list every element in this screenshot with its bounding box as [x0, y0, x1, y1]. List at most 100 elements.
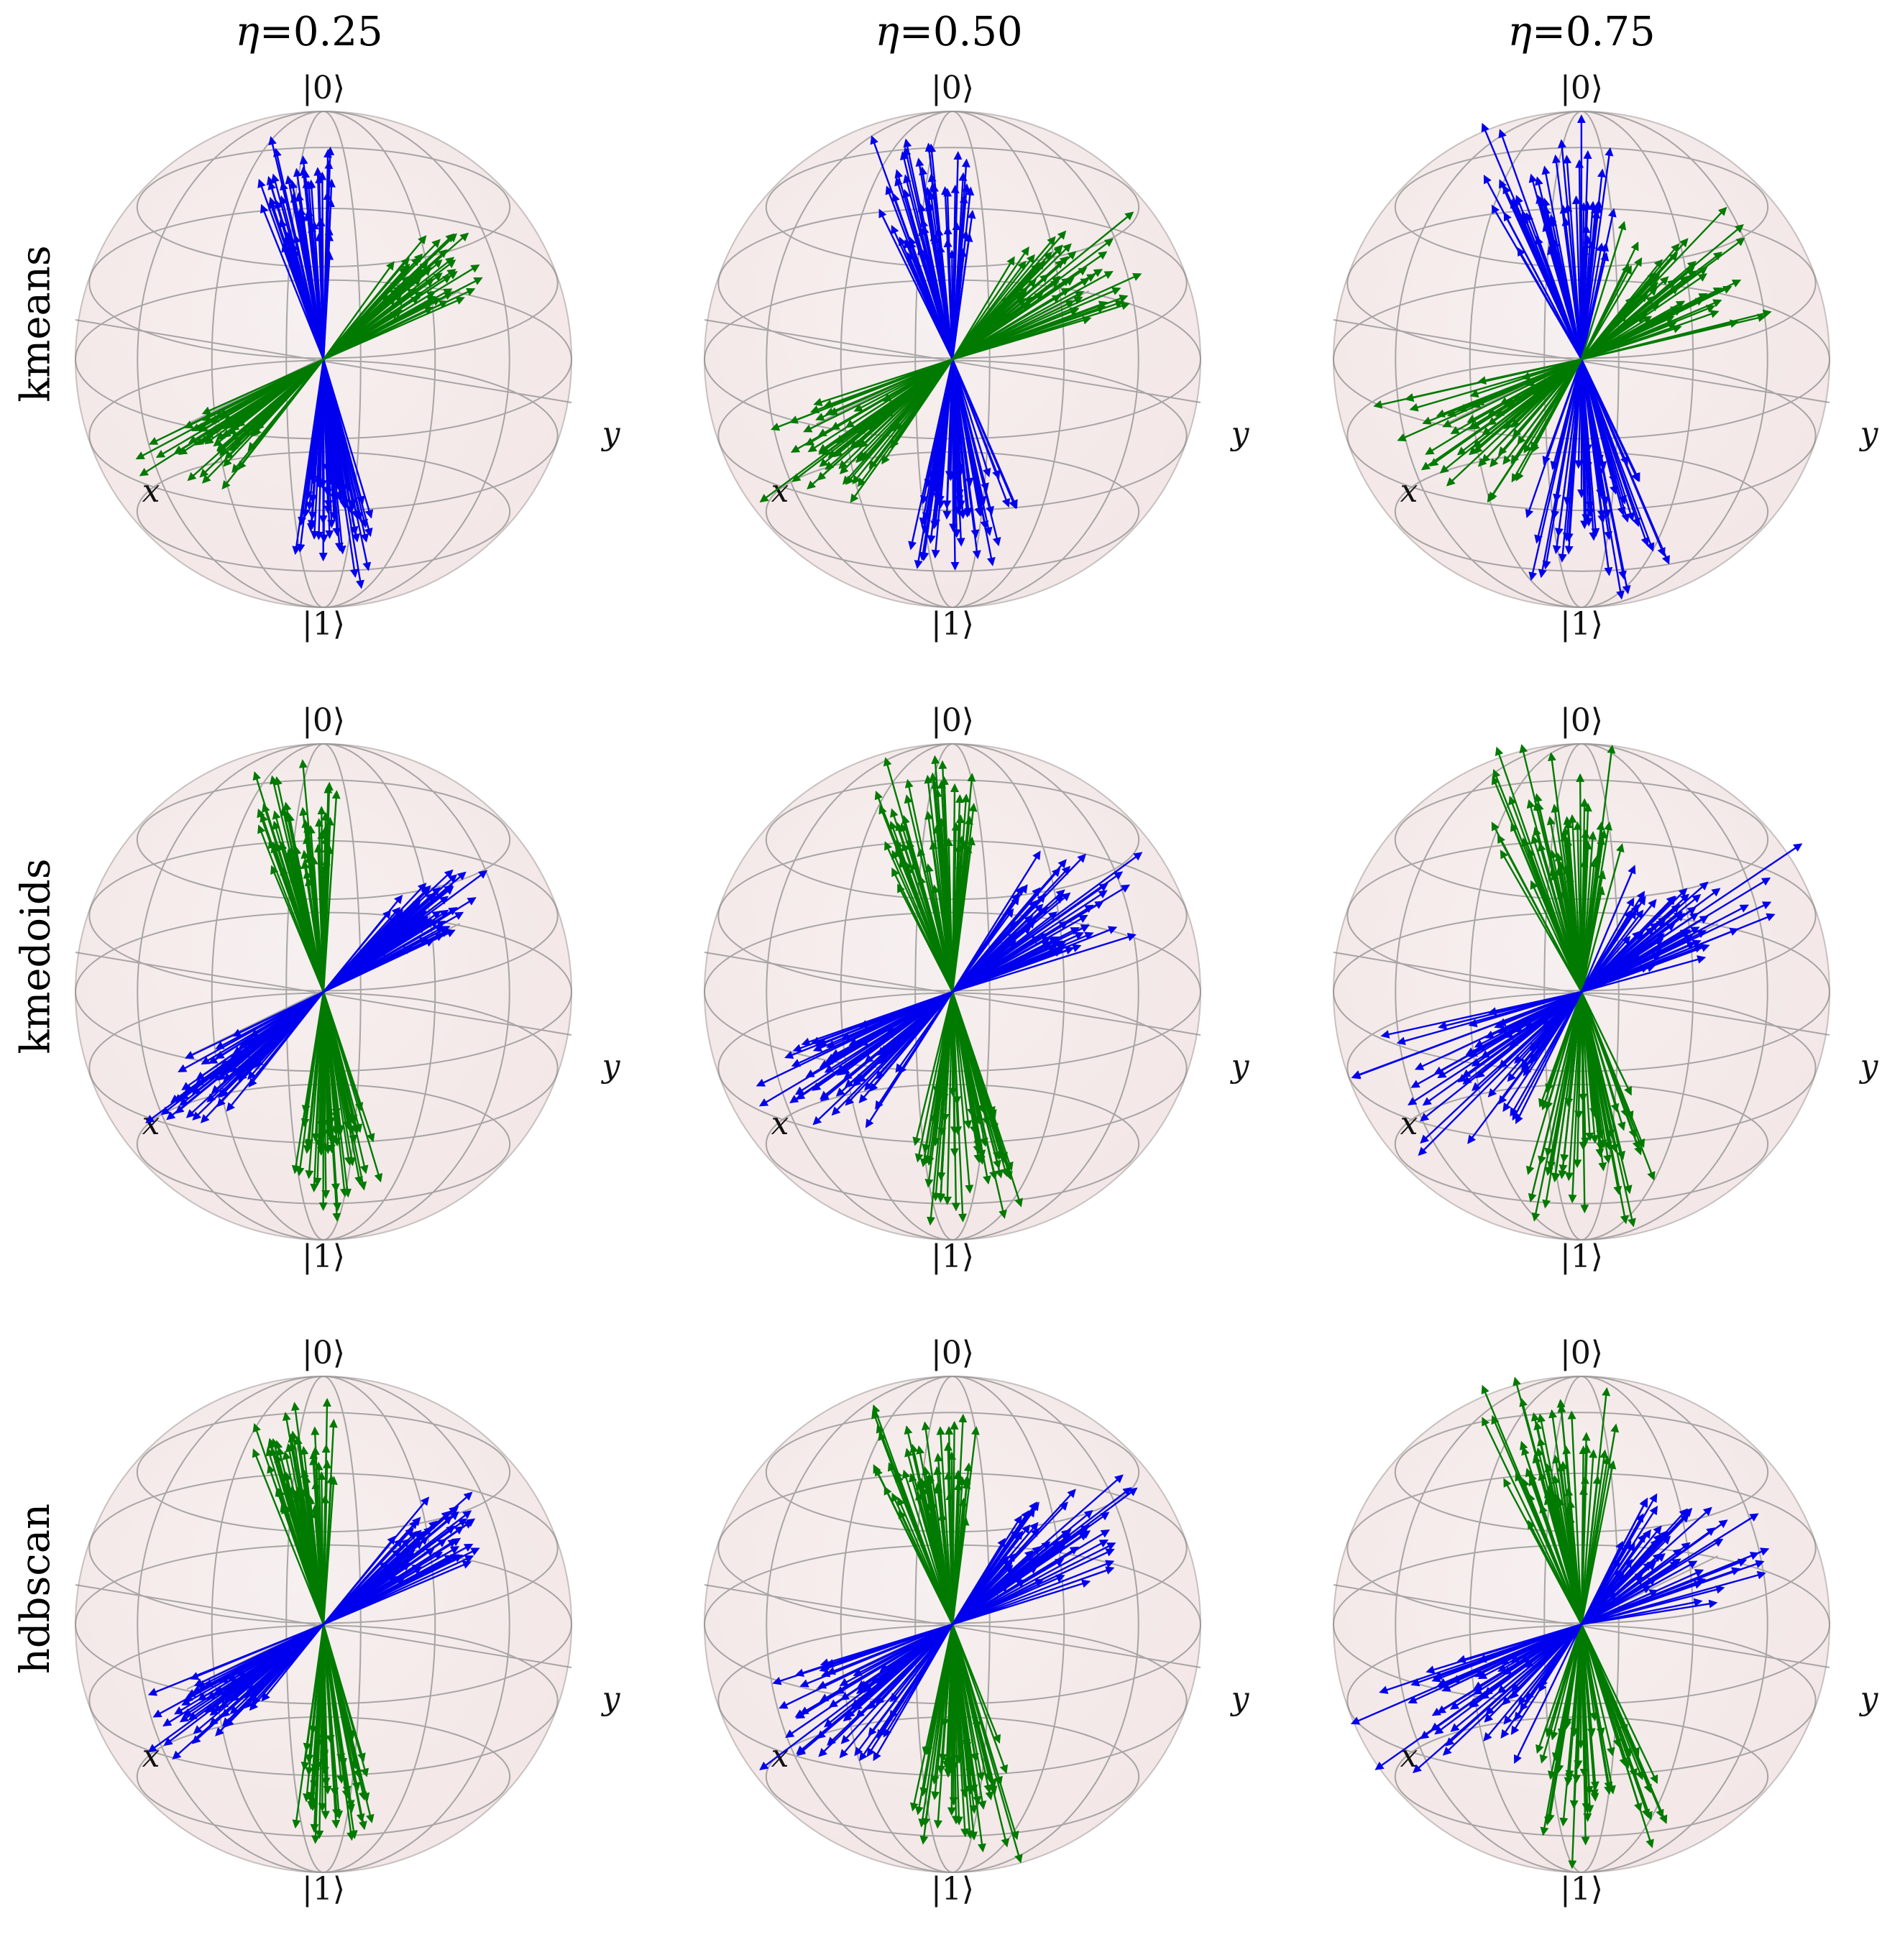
state-vector-arrow: [1442, 358, 1582, 428]
state-vector-arrow: [952, 871, 1124, 993]
state-vector-arrow: [1351, 990, 1582, 1079]
arrow-group-1: [874, 755, 978, 993]
arrow-group-3: [323, 232, 483, 361]
state-vector-arrow: [1538, 991, 1583, 1108]
state-vector-arrow: [952, 865, 1071, 993]
state-vector-arrow: [952, 887, 1041, 993]
state-vector-arrow: [322, 991, 364, 1112]
state-vector-arrow: [1456, 359, 1582, 456]
arrow-group-3: [323, 869, 488, 993]
state-vector-arrow: [1581, 273, 1707, 360]
state-vector-arrow: [1581, 320, 1658, 361]
state-vector-arrow: [952, 273, 1096, 361]
state-vector-arrow: [323, 909, 392, 993]
state-vector-arrow: [1581, 267, 1708, 360]
state-vector-arrow: [952, 300, 1124, 361]
state-vector-arrow: [1462, 991, 1582, 1085]
ket-zero-label: |0⟩: [302, 702, 345, 739]
bloch-sphere-r3-c3: |0⟩ |1⟩ x y: [1333, 1335, 1879, 1908]
y-axis-label: y: [1230, 1680, 1250, 1717]
state-vector-arrow: [1503, 211, 1583, 360]
ket-zero-label: |0⟩: [931, 70, 974, 106]
state-vector-arrow: [236, 359, 324, 428]
state-vector-arrow: [272, 820, 325, 993]
state-vector-arrow: [838, 359, 953, 469]
ket-zero-label: |0⟩: [302, 1335, 345, 1371]
state-vector-arrow: [1466, 358, 1582, 423]
state-vector-arrow: [1581, 309, 1772, 361]
state-vector-arrow: [952, 940, 1011, 993]
state-vector-arrow: [770, 358, 953, 431]
state-vector-arrow: [951, 850, 1041, 993]
state-vector-arrow: [322, 790, 341, 993]
state-vector-arrow: [1534, 359, 1583, 544]
arrow-group-2: [291, 991, 383, 1222]
state-vector-arrow: [1542, 222, 1583, 360]
state-vector-arrow: [1396, 990, 1582, 1046]
state-vector-arrow: [951, 359, 980, 539]
state-vector-arrow: [1418, 991, 1582, 1156]
arrow-group-1: [252, 759, 341, 993]
state-vector-arrow: [322, 991, 345, 1134]
state-vector-arrow: [321, 991, 331, 1199]
state-vector-arrow: [322, 198, 335, 360]
state-vector-arrow: [1563, 359, 1583, 506]
arrow-group-4: [145, 990, 324, 1123]
y-axis-label: y: [601, 415, 621, 452]
state-vector-arrow: [293, 845, 325, 993]
state-vector-arrow: [870, 135, 954, 360]
state-vector-arrow: [951, 991, 997, 1119]
state-vector-arrow: [1580, 205, 1599, 360]
state-vector-arrow: [929, 991, 954, 1125]
state-vector-arrow: [323, 869, 454, 993]
state-vector-arrow: [1510, 822, 1583, 993]
state-vector-arrow: [1580, 359, 1655, 552]
arrow-group-1: [1491, 744, 1625, 993]
state-vector-arrow: [1580, 991, 1633, 1195]
state-vector-arrow: [1580, 991, 1620, 1113]
eta-symbol: η: [235, 9, 260, 55]
state-vector-arrow: [925, 202, 954, 360]
state-vector-arrow: [1580, 870, 1607, 993]
y-axis-label: y: [601, 1048, 621, 1085]
state-vector-arrow: [270, 1447, 325, 1625]
ket-zero-label: |0⟩: [1560, 702, 1603, 739]
state-vector-arrow: [323, 933, 445, 993]
bloch-sphere-r2-c3: |0⟩ |1⟩ x y: [1333, 702, 1879, 1275]
state-vector-arrow: [322, 1624, 369, 1777]
state-vector-arrow: [1425, 358, 1582, 455]
state-vector-arrow: [322, 1474, 336, 1625]
state-vector-arrow: [803, 358, 953, 433]
state-vector-arrow: [1533, 801, 1583, 993]
ket-zero-label: |0⟩: [1560, 1335, 1603, 1371]
state-vector-arrow: [223, 359, 324, 467]
state-vector-arrow: [1531, 991, 1583, 1222]
state-vector-arrow: [1580, 858, 1599, 993]
state-vector-arrow: [826, 990, 953, 1049]
state-vector-arrow: [185, 990, 324, 1059]
state-vector-arrow: [951, 991, 974, 1194]
state-vector-arrow: [928, 359, 954, 480]
state-vector-arrow: [1580, 991, 1600, 1119]
state-vector-arrow: [304, 877, 325, 993]
ket-one-label: |1⟩: [1560, 1238, 1603, 1275]
eta-value: =0.75: [1531, 9, 1656, 55]
state-vector-arrow: [894, 169, 954, 360]
state-vector-arrow: [1580, 359, 1617, 484]
state-vector-arrow: [1580, 865, 1636, 993]
state-vector-arrow: [951, 256, 1015, 360]
state-vector-arrow: [897, 883, 954, 993]
ket-zero-label: |0⟩: [302, 70, 345, 106]
state-vector-arrow: [952, 932, 1137, 993]
state-vector-arrow: [952, 256, 1069, 360]
state-vector-arrow: [929, 840, 954, 993]
bloch-sphere-r3-c1: |0⟩ |1⟩ x y: [75, 1335, 621, 1908]
state-vector-arrow: [289, 180, 325, 360]
state-vector-arrow: [274, 199, 325, 360]
state-vector-arrow: [1580, 745, 1616, 993]
state-vector-arrow: [1538, 359, 1583, 579]
state-vector-arrow: [1580, 991, 1612, 1164]
y-axis-label: y: [1859, 1048, 1879, 1085]
x-axis-label: x: [771, 1738, 789, 1775]
state-vector-arrow: [321, 1444, 331, 1625]
